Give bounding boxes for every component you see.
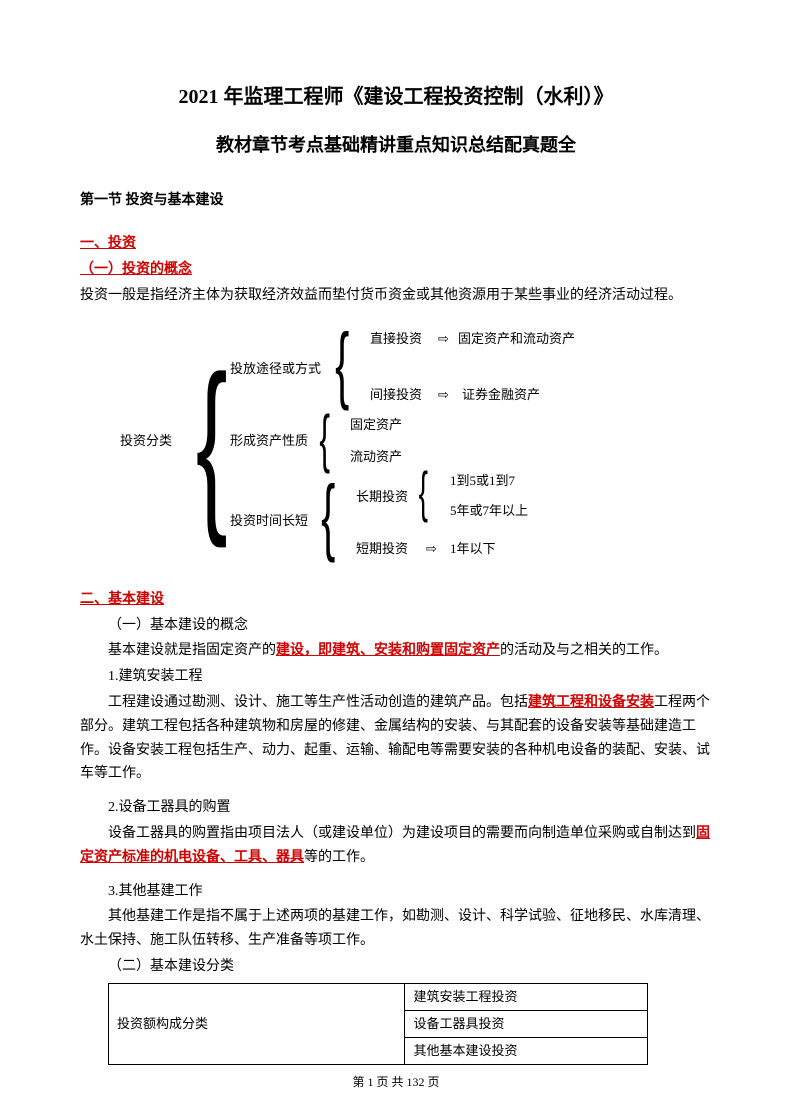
arrow-icon: ⇨ [426, 538, 437, 560]
diagram-b3a-r2: 5年或7年以上 [450, 500, 528, 522]
section-1-title: 第一节 投资与基本建设 [80, 189, 712, 213]
highlight-text: 建筑工程和设备安装 [528, 695, 654, 710]
table-cell: 投资额构成分类 [109, 983, 405, 1064]
diagram-b3b-r: 1年以下 [450, 538, 496, 560]
page-footer: 第 1 页 共 132 页 [0, 1072, 792, 1092]
diagram-b3b: 短期投资 [356, 538, 408, 560]
diagram-b1a: 直接投资 [370, 328, 422, 350]
diagram-b2a: 固定资产 [350, 414, 402, 436]
heading-1-1: 一、投资 [80, 232, 712, 256]
paragraph-2: 基本建设就是指固定资产的建设，即建筑、安装和购置固定资产的活动及与之相关的工作。 [80, 639, 712, 663]
text: 等的工作。 [304, 850, 374, 865]
subtitle: 教材章节考点基础精讲重点知识总结配真题全 [80, 130, 712, 161]
brace-icon: { [321, 474, 335, 559]
heading-2-1-2: （二）基本建设分类 [80, 955, 712, 979]
arrow-icon: ⇨ [438, 328, 449, 350]
table-row: 投资额构成分类 建筑安装工程投资 [109, 983, 648, 1010]
diagram-b3a: 长期投资 [356, 486, 408, 508]
diagram-b1b: 间接投资 [370, 384, 422, 406]
diagram-b3: 投资时间长短 [230, 510, 308, 532]
brace-icon: { [419, 464, 428, 520]
text: 设备工器具的购置指由项目法人（或建设单位）为建设项目的需要而向制造单位采购或自制… [108, 826, 696, 841]
heading-1-1-1: （一）投资的概念 [80, 258, 712, 282]
diagram-b1a-r: 固定资产和流动资产 [458, 328, 575, 350]
text: 的活动及与之相关的工作。 [500, 643, 668, 658]
paragraph-5: 2.设备工器具的购置 [80, 796, 712, 820]
paragraph-1: 投资一般是指经济主体为获取经济效益而垫付货币资金或其他资源用于某些事业的经济活动… [80, 284, 712, 308]
diagram-root: 投资分类 [120, 430, 172, 452]
diagram-b1b-r: 证券金融资产 [462, 384, 540, 406]
table-cell: 建筑安装工程投资 [405, 983, 648, 1010]
brace-icon: { [196, 348, 228, 538]
diagram-b2: 形成资产性质 [230, 430, 308, 452]
diagram-b1: 投放途径或方式 [230, 358, 321, 380]
heading-2-1-1: （一）基本建设的概念 [80, 614, 712, 638]
main-title: 2021 年监理工程师《建设工程投资控制（水利）》 [80, 80, 712, 114]
arrow-icon: ⇨ [438, 384, 449, 406]
classification-diagram: 投资分类 { 投放途径或方式 { 直接投资 ⇨ 固定资产和流动资产 间接投资 ⇨… [80, 318, 712, 568]
paragraph-6: 设备工器具的购置指由项目法人（或建设单位）为建设项目的需要而向制造单位采购或自制… [80, 822, 712, 870]
text: 基本建设就是指固定资产的 [108, 643, 276, 658]
brace-icon: { [335, 322, 349, 407]
table-cell: 设备工器具投资 [405, 1010, 648, 1037]
paragraph-4: 工程建设通过勘测、设计、施工等生产性活动创造的建筑产品。包括建筑工程和设备安装工… [80, 691, 712, 786]
classification-table: 投资额构成分类 建筑安装工程投资 设备工器具投资 其他基本建设投资 [108, 983, 648, 1065]
diagram-b2b: 流动资产 [350, 446, 402, 468]
text: 工程建设通过勘测、设计、施工等生产性活动创造的建筑产品。包括 [108, 695, 528, 710]
paragraph-8: 其他基建工作是指不属于上述两项的基建工作，如勘测、设计、科学试验、征地移民、水库… [80, 905, 712, 953]
heading-2-1: 二、基本建设 [80, 588, 712, 612]
diagram-b3a-r1: 1到5或1到7 [450, 470, 515, 492]
paragraph-7: 3.其他基建工作 [80, 880, 712, 904]
paragraph-3: 1.建筑安装工程 [80, 665, 712, 689]
highlight-text: 建设，即建筑、安装和购置固定资产 [276, 643, 500, 658]
brace-icon: { [319, 406, 330, 470]
table-cell: 其他基本建设投资 [405, 1037, 648, 1064]
